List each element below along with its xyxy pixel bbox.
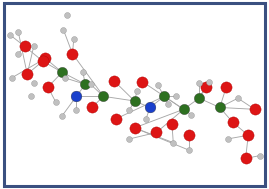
Point: [197, 82, 201, 85]
Point: [170, 123, 174, 126]
Point: [253, 108, 257, 111]
Point: [70, 52, 75, 55]
Point: [197, 97, 201, 100]
Point: [187, 134, 191, 137]
Point: [8, 34, 13, 37]
Point: [203, 86, 208, 89]
Point: [218, 106, 222, 109]
Point: [72, 37, 76, 40]
Point: [207, 80, 212, 83]
Point: [258, 154, 262, 157]
Point: [174, 95, 178, 98]
Point: [61, 28, 66, 31]
Point: [83, 83, 87, 86]
Point: [41, 60, 45, 63]
Point: [155, 84, 160, 87]
Point: [171, 141, 175, 144]
Point: [112, 79, 116, 82]
Point: [154, 131, 159, 134]
Point: [25, 73, 29, 76]
Point: [182, 108, 186, 111]
Point: [31, 82, 36, 85]
Point: [225, 137, 230, 140]
Point: [89, 83, 93, 86]
Point: [144, 117, 148, 120]
Point: [63, 76, 67, 79]
Point: [81, 71, 85, 74]
Point: [90, 106, 94, 109]
Point: [16, 52, 20, 55]
Point: [101, 95, 106, 98]
Point: [65, 13, 69, 16]
Point: [127, 137, 132, 140]
Point: [43, 57, 48, 60]
Point: [231, 121, 235, 124]
Point: [31, 45, 36, 48]
Point: [60, 71, 64, 74]
Point: [74, 109, 79, 112]
Point: [140, 80, 144, 83]
Point: [162, 95, 166, 98]
Point: [135, 89, 139, 92]
Point: [16, 30, 20, 33]
Point: [236, 97, 240, 100]
Point: [148, 106, 152, 109]
Point: [224, 86, 228, 89]
Point: [187, 149, 191, 152]
Point: [74, 95, 79, 98]
Point: [132, 99, 137, 102]
Point: [246, 134, 250, 137]
Point: [132, 126, 137, 129]
Point: [243, 157, 248, 160]
Point: [54, 100, 58, 103]
Point: [127, 109, 132, 112]
Point: [23, 45, 27, 48]
Point: [114, 117, 119, 120]
Point: [46, 86, 50, 89]
Point: [60, 114, 64, 117]
Point: [166, 102, 170, 105]
Point: [29, 95, 33, 98]
Point: [10, 76, 14, 79]
Point: [189, 113, 193, 116]
